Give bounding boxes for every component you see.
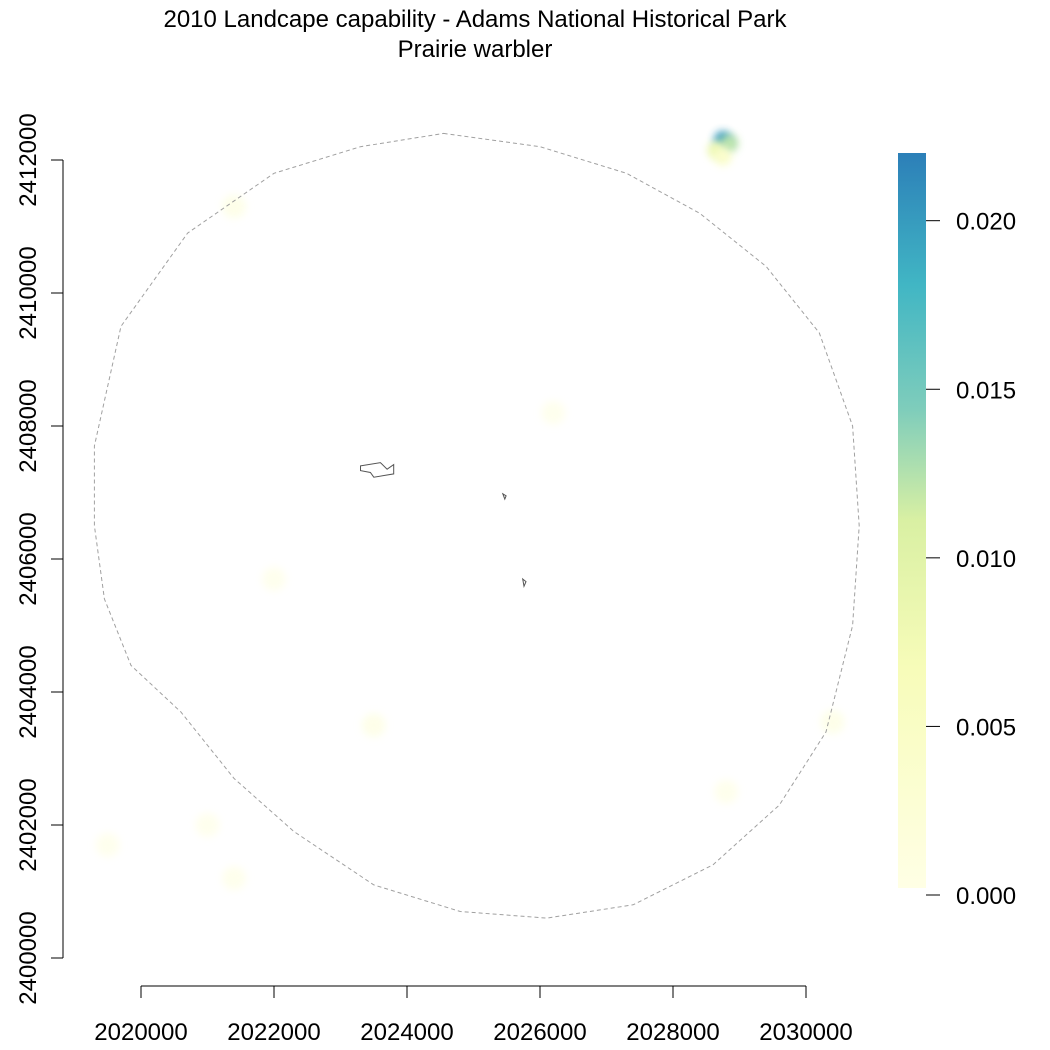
capability-raster <box>95 131 845 891</box>
legend-colorbar <box>898 153 926 888</box>
capability-hotspot <box>361 713 386 738</box>
park-parcel <box>521 577 527 589</box>
x-tick-label: 2022000 <box>227 1019 320 1046</box>
legend-tick-label: 0.010 <box>956 546 1016 573</box>
legend-tick-label: 0.000 <box>956 883 1016 910</box>
capability-hotspot <box>713 147 732 166</box>
capability-hotspot <box>222 194 247 219</box>
x-tick-label: 2024000 <box>360 1019 453 1046</box>
y-tick-label: 2400000 <box>15 911 42 1004</box>
legend-tick-label: 0.020 <box>956 209 1016 236</box>
x-tick-label: 2020000 <box>94 1019 187 1046</box>
chart-title: 2010 Landcape capability - Adams Nationa… <box>163 6 787 33</box>
y-tick-label: 2406000 <box>15 512 42 605</box>
capability-hotspot <box>95 832 120 857</box>
x-tick-label: 2026000 <box>493 1019 586 1046</box>
capability-hotspot <box>222 866 247 891</box>
y-tick-label: 2402000 <box>15 778 42 871</box>
park-parcels <box>360 462 527 589</box>
legend-tick-label: 0.015 <box>956 377 1016 404</box>
y-axis: 2400000 2402000 2404000 2406000 2408000 24100… <box>15 113 64 1005</box>
color-legend: 0.000 0.005 0.010 0.015 0.020 <box>898 153 1016 910</box>
buffer-boundary-line <box>93 132 860 919</box>
buffer-boundary <box>93 132 860 919</box>
capability-hotspot <box>195 813 220 837</box>
y-tick-label: 2412000 <box>15 113 42 206</box>
y-tick-label: 2408000 <box>15 379 42 472</box>
legend-tick-label: 0.005 <box>956 714 1016 741</box>
park-parcel <box>360 462 395 478</box>
y-tick-label: 2410000 <box>15 246 42 339</box>
x-axis: 2020000 2022000 2024000 2026000 2028000 20300… <box>94 985 853 1046</box>
capability-hotspot <box>262 566 286 591</box>
park-parcel <box>501 492 507 501</box>
capability-hotspot <box>820 709 845 734</box>
chart-subtitle: Prairie warbler <box>397 36 553 63</box>
y-tick-label: 2404000 <box>15 645 42 738</box>
x-tick-label: 2028000 <box>626 1019 719 1046</box>
x-tick-label: 2030000 <box>759 1019 852 1046</box>
capability-hotspot <box>714 779 739 804</box>
capability-hotspot <box>541 400 566 425</box>
capability-hotspot <box>720 134 739 153</box>
